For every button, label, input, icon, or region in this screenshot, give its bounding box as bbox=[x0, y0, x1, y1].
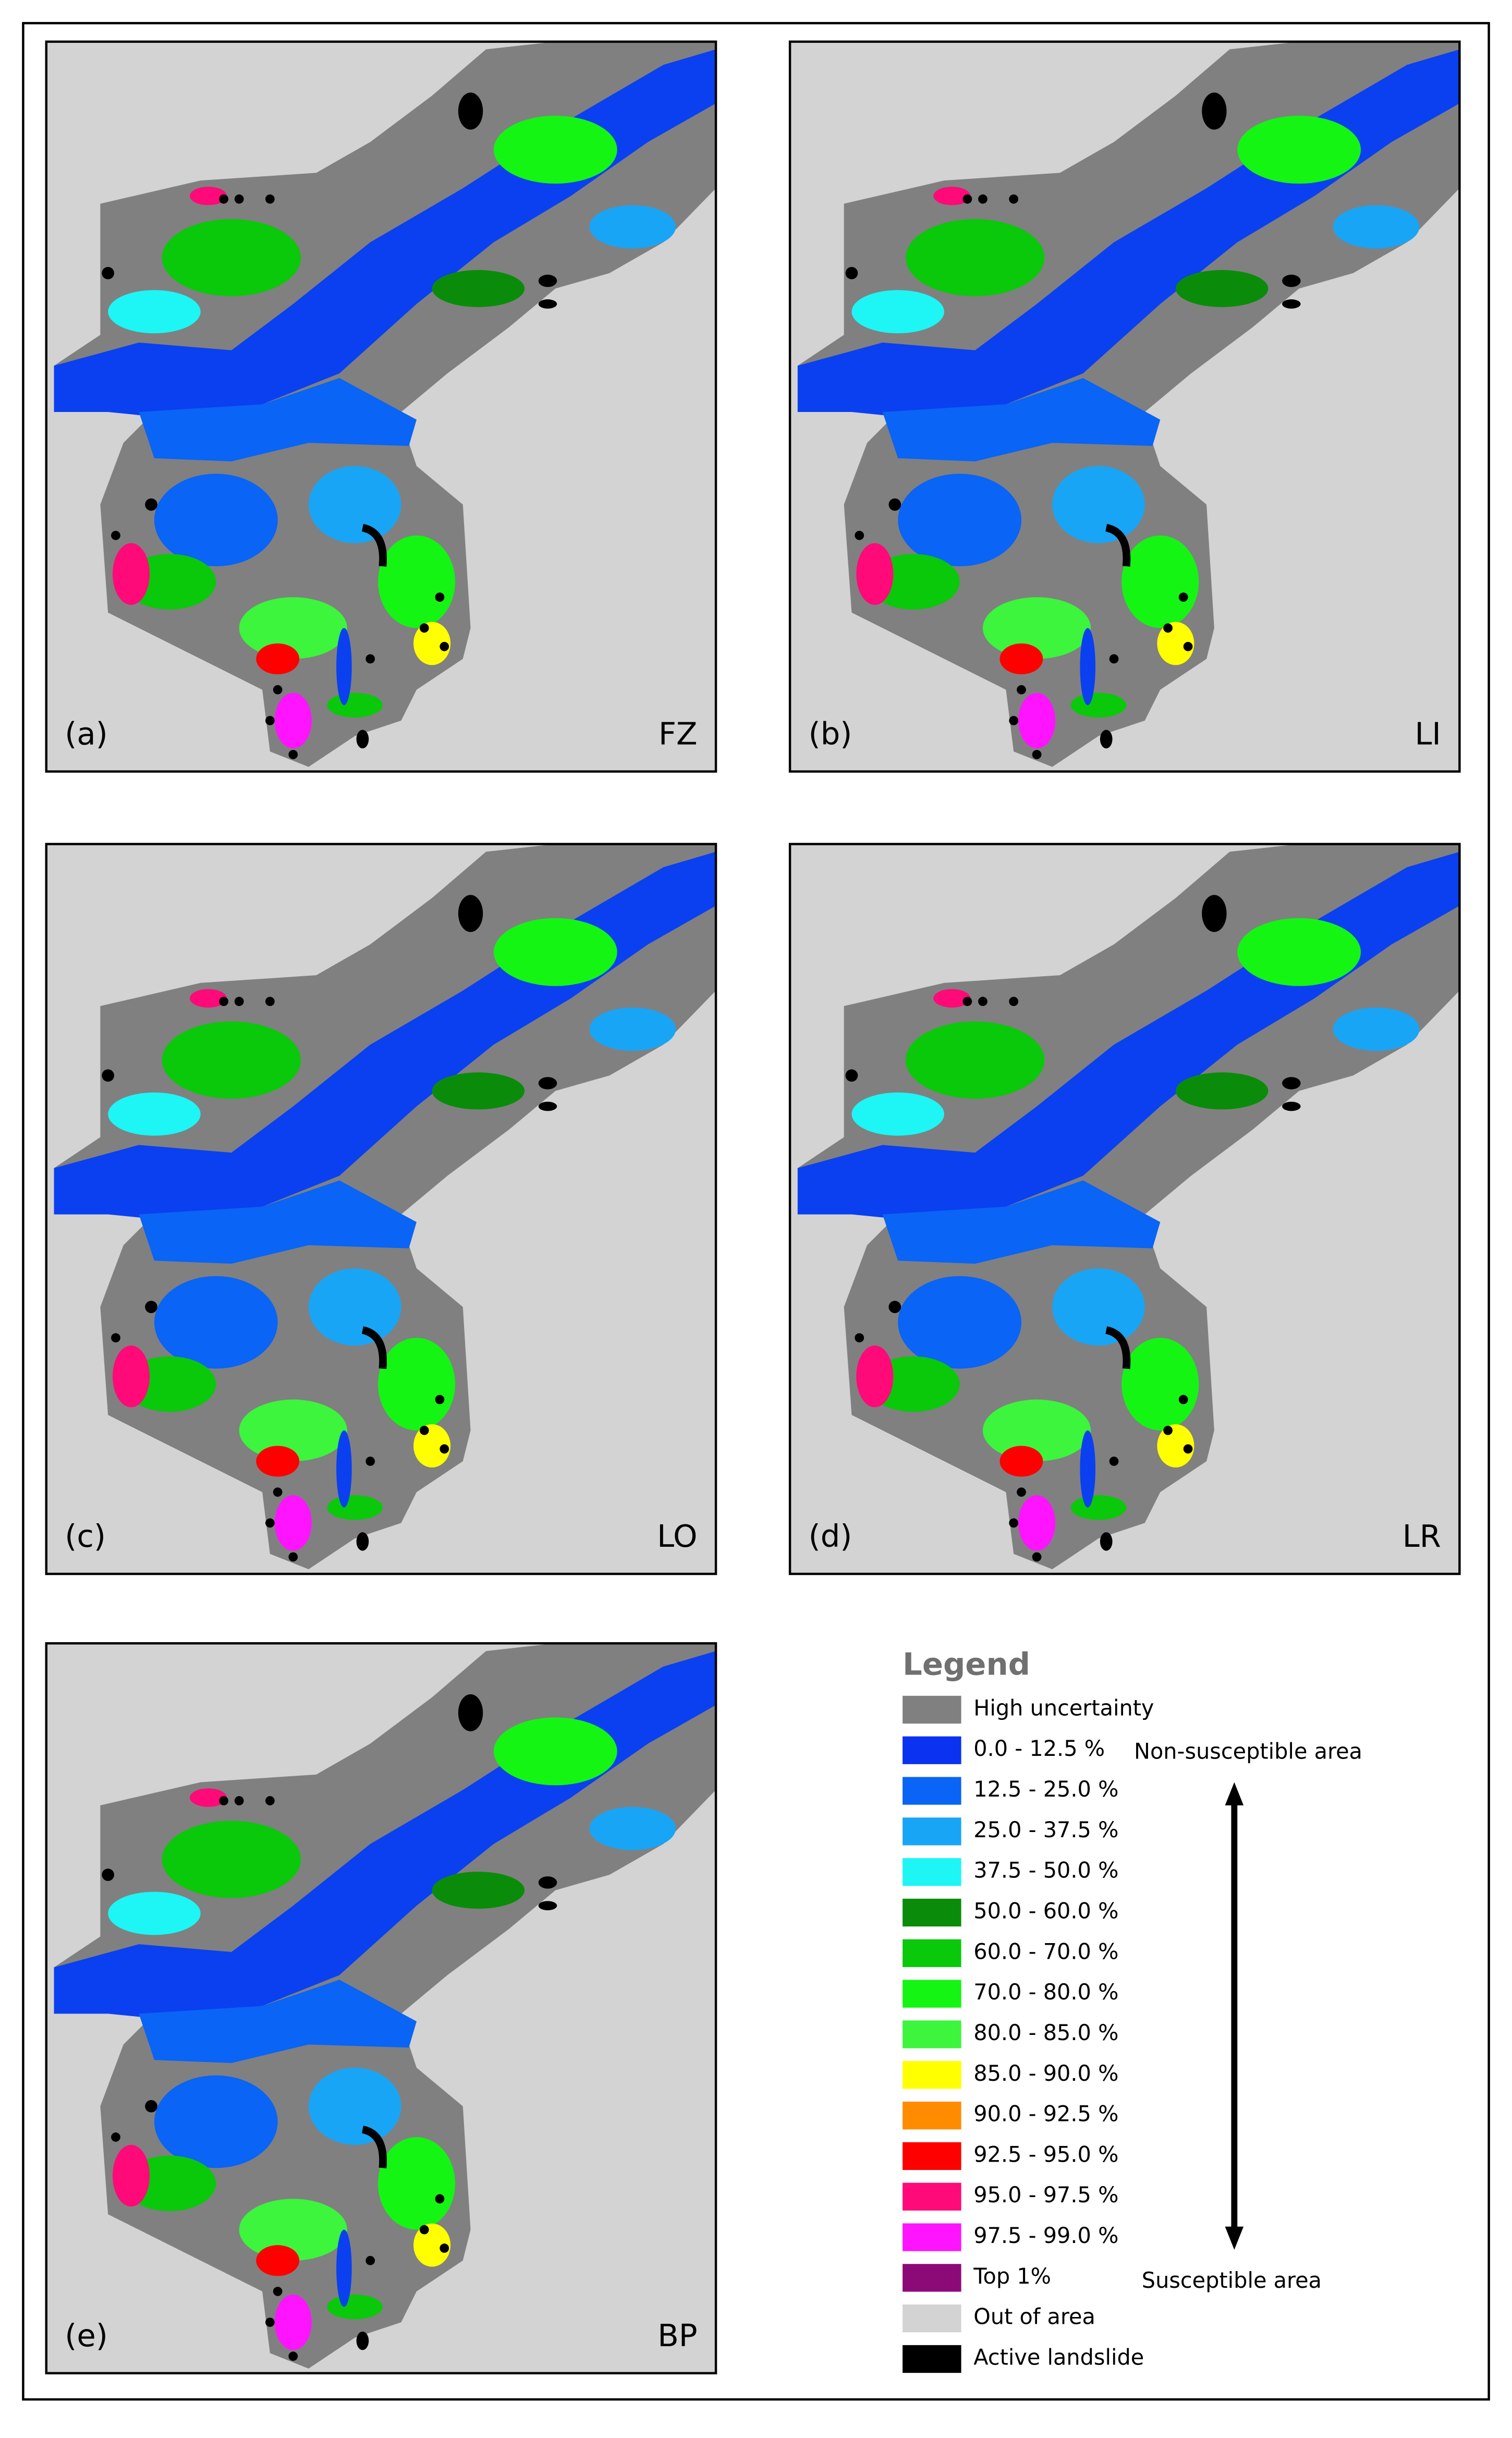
legend-label: 50.0 - 60.0 % bbox=[973, 1899, 1118, 1924]
legend-swatch bbox=[903, 2264, 961, 2292]
panels: (a) FZ (b) LI (c) LO (d) LR (e) BP bbox=[45, 40, 1461, 2374]
susceptibility-map bbox=[46, 844, 716, 1574]
legend-swatch bbox=[903, 2304, 961, 2333]
legend-swatch bbox=[903, 2101, 961, 2130]
legend-label: 95.0 - 97.5 % bbox=[973, 2182, 1118, 2207]
legend-label: High uncertainty bbox=[973, 1695, 1154, 1720]
legend-swatch bbox=[903, 1858, 961, 1886]
legend-label: Out of area bbox=[973, 2304, 1095, 2330]
susceptibility-map bbox=[790, 844, 1459, 1574]
map-panel: (e) BP bbox=[45, 1642, 717, 2374]
legend-swatch bbox=[903, 1736, 961, 1764]
legend-label: 80.0 - 85.0 % bbox=[973, 2020, 1118, 2045]
legend-swatch bbox=[903, 2182, 961, 2211]
legend-label: 37.5 - 50.0 % bbox=[973, 1858, 1118, 1883]
model-label: LO bbox=[657, 1518, 697, 1554]
map-panel: (a) FZ bbox=[45, 40, 717, 773]
legend-swatch bbox=[903, 2142, 961, 2170]
panel-label: (e) bbox=[65, 2318, 108, 2354]
model-label: BP bbox=[657, 2318, 697, 2354]
map-panel: (b) LI bbox=[788, 40, 1461, 773]
panel-label: (c) bbox=[65, 1518, 106, 1554]
panel-label: (b) bbox=[809, 715, 852, 751]
legend-note: Susceptible area bbox=[1142, 2268, 1322, 2293]
legend-title: Legend bbox=[903, 1646, 1030, 1682]
legend-swatch bbox=[903, 1777, 961, 1805]
susceptibility-map bbox=[46, 1643, 716, 2373]
legend-swatch bbox=[903, 1939, 961, 1967]
legend-label: 70.0 - 80.0 % bbox=[973, 1980, 1118, 2005]
legend-label: 12.5 - 25.0 % bbox=[973, 1777, 1118, 1802]
legend-swatch bbox=[903, 2061, 961, 2089]
susceptibility-map bbox=[790, 42, 1459, 772]
legend-swatch bbox=[903, 2020, 961, 2048]
legend-label: 92.5 - 95.0 % bbox=[973, 2142, 1118, 2167]
panel-frame bbox=[788, 40, 1461, 773]
legend: Legend Non-susceptible area Susceptible … bbox=[903, 1646, 1362, 2373]
legend-swatch bbox=[903, 1695, 961, 1724]
legend-label: 90.0 - 92.5 % bbox=[973, 2102, 1118, 2127]
legend-label: 85.0 - 90.0 % bbox=[973, 2061, 1118, 2086]
map-panel: (d) LR bbox=[788, 843, 1461, 1575]
panel-frame bbox=[45, 843, 717, 1575]
legend-swatch bbox=[903, 2345, 961, 2373]
legend-swatch bbox=[903, 1817, 961, 1846]
model-label: FZ bbox=[659, 715, 698, 751]
panel-frame bbox=[788, 843, 1461, 1575]
legend-swatch bbox=[903, 1898, 961, 1927]
model-label: LR bbox=[1403, 1518, 1441, 1554]
map-panel: (c) LO bbox=[45, 843, 717, 1575]
susceptibility-map bbox=[46, 42, 716, 772]
panel-label: (d) bbox=[809, 1518, 852, 1554]
legend-note: Non-susceptible area bbox=[1134, 1739, 1362, 1764]
legend-swatch bbox=[903, 2223, 961, 2251]
panel-frame bbox=[45, 40, 717, 773]
legend-label: Top 1% bbox=[973, 2264, 1051, 2289]
legend-label: 25.0 - 37.5 % bbox=[973, 1817, 1118, 1842]
legend-label: 0.0 - 12.5 % bbox=[973, 1736, 1105, 1761]
panel-frame bbox=[45, 1642, 717, 2374]
legend-label: 97.5 - 99.0 % bbox=[973, 2223, 1118, 2248]
panel-label: (a) bbox=[65, 715, 107, 751]
model-label: LI bbox=[1415, 715, 1441, 751]
legend-label: Active landslide bbox=[973, 2345, 1144, 2370]
legend-swatch bbox=[903, 1980, 961, 2008]
legend-label: 60.0 - 70.0 % bbox=[973, 1939, 1118, 1964]
